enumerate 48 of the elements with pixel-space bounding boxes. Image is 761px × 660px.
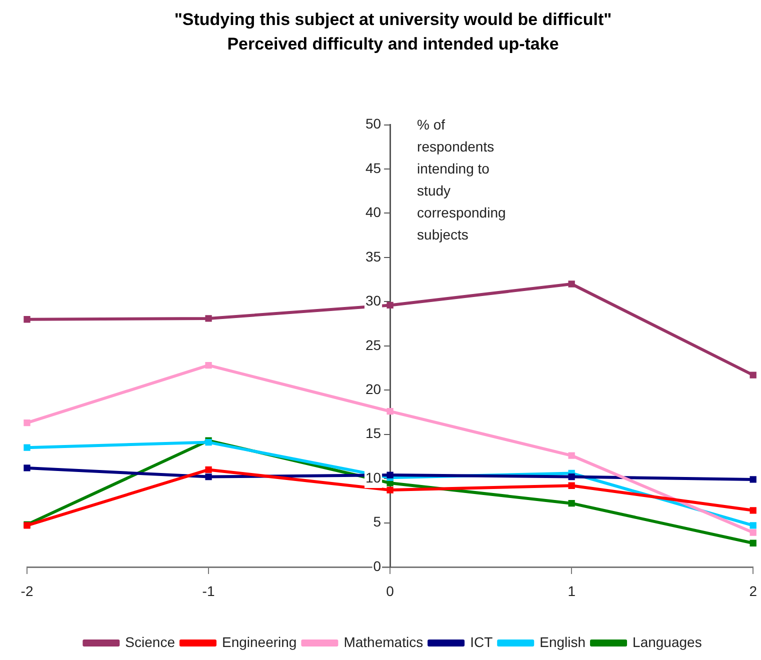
point xyxy=(568,280,575,288)
point xyxy=(24,444,30,451)
point xyxy=(750,507,756,514)
y-tick-label: 5 xyxy=(373,514,382,530)
y-tick-label: 0 xyxy=(373,558,382,574)
x-tick-label: -2 xyxy=(20,582,34,599)
point xyxy=(386,472,394,478)
legend-label: Mathematics xyxy=(344,634,424,650)
x-tick-label: 0 xyxy=(386,582,394,599)
y-tick-label: 45 xyxy=(365,160,382,176)
point xyxy=(568,500,575,507)
legend-label: ICT xyxy=(470,634,494,650)
point xyxy=(386,408,394,415)
point xyxy=(568,452,575,459)
y-tick-label: 25 xyxy=(365,336,382,353)
x-tick-label: 2 xyxy=(749,582,758,599)
legend-label: Engineering xyxy=(222,634,297,650)
point xyxy=(750,522,756,529)
point xyxy=(24,420,30,426)
point xyxy=(568,473,575,480)
legend-label: Science xyxy=(125,634,176,650)
point xyxy=(205,315,212,322)
x-tick-label: 1 xyxy=(568,582,576,599)
y-axis-title: % of respondents intending to study corresponding subjects xyxy=(417,116,506,243)
chart-subtitle: Perceived difficulty and intended up-take xyxy=(227,34,559,54)
point xyxy=(205,362,212,369)
point xyxy=(386,486,394,494)
y-tick-label: 40 xyxy=(365,204,382,220)
point xyxy=(750,529,756,536)
point xyxy=(568,482,575,489)
legend-label: Languages xyxy=(632,634,702,650)
point xyxy=(24,316,30,323)
point xyxy=(750,540,756,546)
y-tick-label: 10 xyxy=(365,469,382,486)
point xyxy=(205,473,212,480)
y-tick-label: 30 xyxy=(365,292,382,309)
chart-title: "Studying this subject at university would be difficult" xyxy=(174,10,612,29)
point xyxy=(386,302,394,309)
y-tick-label: 50 xyxy=(365,116,382,132)
x-tick-label: -1 xyxy=(202,582,215,599)
y-tick-label: 35 xyxy=(365,248,382,264)
y-tick-label: 20 xyxy=(365,380,382,397)
y-tick-label: 15 xyxy=(365,425,382,442)
point xyxy=(24,464,30,472)
point xyxy=(750,476,756,483)
legend-label: English xyxy=(540,634,586,650)
point xyxy=(750,372,756,378)
point xyxy=(205,466,212,474)
